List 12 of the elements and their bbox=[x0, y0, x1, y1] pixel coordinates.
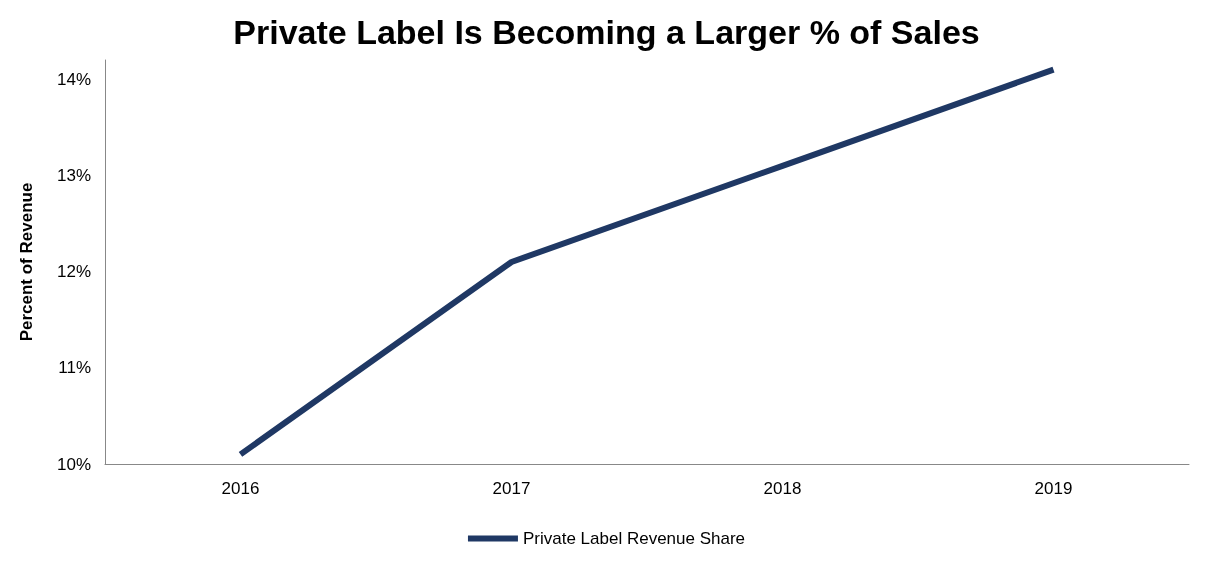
x-tick-label: 2019 bbox=[1034, 479, 1073, 498]
y-tick-label: 10% bbox=[56, 454, 91, 474]
y-tick-label: 12% bbox=[56, 262, 91, 282]
x-tick-label: 2017 bbox=[492, 479, 531, 498]
y-tick-label: 14% bbox=[56, 69, 91, 89]
legend-label: Private Label Revenue Share bbox=[522, 529, 746, 548]
y-tick-label: 13% bbox=[56, 165, 91, 185]
y-axis-title: Percent of Revenue bbox=[17, 182, 36, 342]
x-tick-label: 2016 bbox=[221, 479, 260, 498]
y-tick-label: 11% bbox=[58, 358, 91, 378]
x-tick-label: 2018 bbox=[763, 479, 802, 498]
chart-title: Private Label Is Becoming a Larger % of Sales bbox=[233, 13, 980, 51]
